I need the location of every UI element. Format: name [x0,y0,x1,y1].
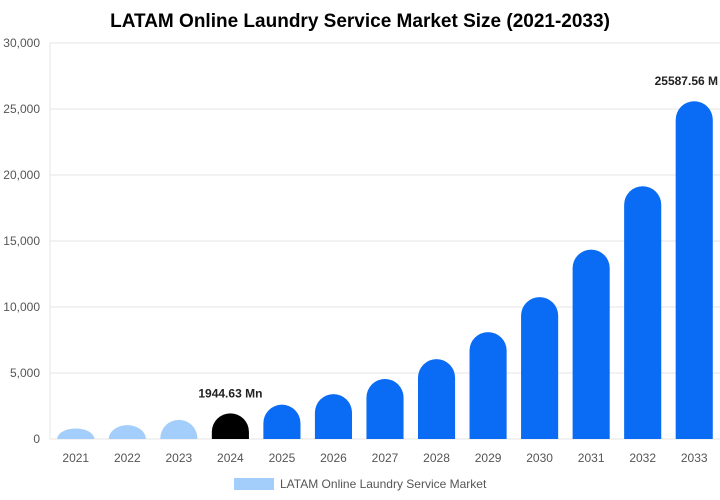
y-tick-label: 20,000 [3,168,40,182]
bar-2028[interactable] [417,359,456,439]
y-tick-label: 25,000 [3,102,40,116]
y-tick-label: 30,000 [3,36,40,50]
y-tick-label: 0 [33,432,40,446]
y-tick-label: 10,000 [3,300,40,314]
bar-2033[interactable] [675,101,713,440]
data-label: 1944.63 Mn [198,386,262,400]
x-tick-label: 2026 [320,451,347,465]
bar-2023[interactable] [160,419,198,439]
bar-2024[interactable] [211,413,249,439]
legend-label: LATAM Online Laundry Service Market [280,477,487,491]
gridlines [49,42,720,440]
x-tick-label: 2030 [526,451,553,465]
x-tick-label: 2025 [269,451,296,465]
x-tick-label: 2028 [423,451,450,465]
x-axis-ticks: 2021 2022 2023 2024 2025 2026 2027 2028 2029 2030… [62,451,707,465]
x-tick-label: 2022 [114,451,141,465]
bar-2032[interactable] [624,186,662,439]
x-tick-label: 2029 [475,451,502,465]
data-labels: 1944.63 Mn 25587.56 M [198,74,718,400]
bar-2025[interactable] [263,404,301,439]
x-tick-label: 2021 [62,451,89,465]
legend[interactable]: LATAM Online Laundry Service Market [234,477,487,491]
y-tick-label: 15,000 [3,234,40,248]
x-tick-label: 2031 [578,451,605,465]
bar-2026[interactable] [314,394,353,439]
bar-2029[interactable] [469,332,507,439]
legend-swatch [234,478,274,490]
x-tick-label: 2033 [681,451,708,465]
bars [57,101,713,440]
bar-2027[interactable] [366,378,404,439]
x-tick-label: 2023 [165,451,192,465]
x-tick-label: 2024 [217,451,244,465]
bar-2031[interactable] [572,249,610,439]
bar-2021[interactable] [57,428,95,439]
data-label: 25587.56 M [655,74,718,88]
bar-2030[interactable] [521,297,559,439]
x-tick-label: 2027 [372,451,399,465]
x-tick-label: 2032 [629,451,656,465]
y-tick-label: 5,000 [10,366,40,380]
chart-title: LATAM Online Laundry Service Market Size… [110,11,610,32]
bar-2022[interactable] [108,425,146,439]
y-axis-ticks: 0 5,000 10,000 15,000 20,000 25,000 30,000 [3,36,40,446]
